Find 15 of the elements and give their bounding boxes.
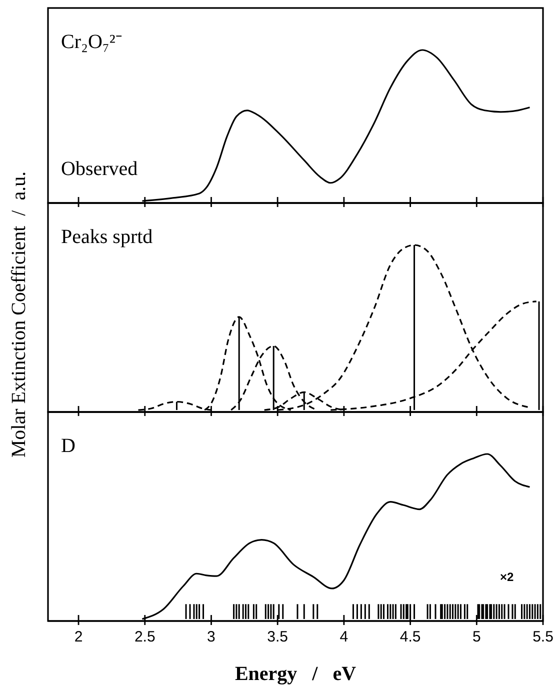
x-tick-label: 4 — [340, 628, 348, 646]
x-tick-label: 2 — [74, 628, 83, 646]
annotation: D — [61, 435, 76, 457]
annotation: Observed — [61, 158, 138, 180]
x-tick-label: 5 — [472, 628, 481, 646]
x-axis-title: Energy / eV — [234, 663, 357, 685]
annotation: Peaks sprtd — [61, 226, 153, 248]
annotation: Cr₂O₇²⁻ — [61, 31, 122, 53]
x-tick-label: 3.5 — [267, 628, 288, 646]
x-tick-label: 5.5 — [532, 628, 554, 646]
x-tick-label: 4.5 — [400, 628, 421, 646]
x-tick-label: 2.5 — [134, 628, 156, 646]
x-tick-label: 3 — [207, 628, 216, 646]
annotation: ×2 — [500, 570, 514, 584]
y-axis-title: Molar Extinction Coefficient / a.u. — [8, 171, 30, 458]
